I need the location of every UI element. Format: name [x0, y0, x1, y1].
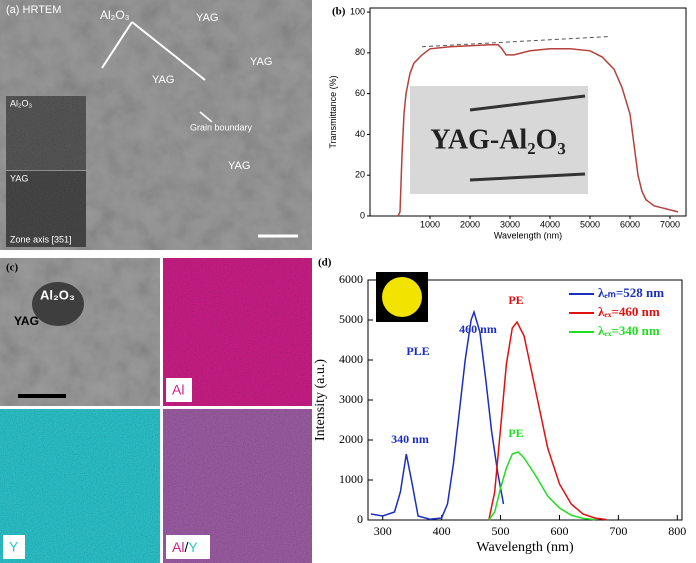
series-line — [421, 36, 611, 48]
y-tick-label: 6000 — [339, 272, 363, 286]
grain — [32, 282, 84, 326]
x-tick-label: 5000 — [580, 219, 600, 229]
inset-label: YAG-Al₂O₃ — [430, 124, 566, 155]
x-tick-label: 1000 — [420, 219, 440, 229]
series-line — [488, 451, 595, 521]
inset-label: Zone axis [351] — [10, 234, 72, 244]
x-tick-label: 2000 — [460, 219, 480, 229]
y-axis-label: Intensity (a.u.) — [313, 359, 328, 441]
series-line — [370, 309, 505, 520]
x-tick-label: 6000 — [620, 219, 640, 229]
legend-label: λₑₓ=340 nm — [598, 323, 660, 338]
arrow — [131, 21, 206, 81]
label-box — [166, 535, 210, 559]
legend-label: λₑₓ=460 nm — [598, 304, 660, 319]
map-label-part: Al — [172, 539, 184, 555]
legend-label: λₑₘ=528 nm — [598, 285, 664, 300]
map-label-part: Y — [188, 539, 198, 555]
x-tick-label: 400 — [433, 524, 451, 538]
fft-inset — [6, 96, 86, 170]
annotation: PE — [508, 426, 523, 440]
annotation: 460 nm — [459, 322, 497, 336]
y-tick-label: 5000 — [339, 312, 363, 326]
y-tick-label: 60 — [355, 88, 365, 98]
y-tick-label: 40 — [355, 129, 365, 139]
y-tick-label: 0 — [357, 512, 363, 526]
phase-label: Al₂O₃ — [40, 287, 75, 302]
y-tick-label: 80 — [355, 47, 365, 57]
x-tick-label: 3000 — [500, 219, 520, 229]
label-box — [3, 535, 25, 559]
y-tick-label: 1000 — [339, 472, 363, 486]
tweezers — [469, 94, 586, 112]
map-label: Y — [9, 539, 19, 555]
y-tick-label: 3000 — [339, 392, 363, 406]
y-tick-label: 4000 — [339, 352, 363, 366]
x-tick-label: 700 — [609, 524, 627, 538]
phase-label: YAG — [228, 160, 250, 172]
phase-label: YAG — [14, 314, 39, 328]
phosphor-disk — [382, 277, 422, 317]
arrow — [199, 111, 213, 123]
series-line — [397, 43, 679, 217]
series-line — [488, 320, 607, 521]
x-tick-label: 800 — [668, 524, 686, 538]
y-map — [0, 409, 160, 563]
annotation: 340 nm — [391, 432, 429, 446]
x-tick-label: 7000 — [660, 219, 680, 229]
y-axis-label: Transmittance (%) — [328, 75, 338, 148]
arrow — [101, 21, 133, 69]
panel-label: (a) HRTEM — [6, 4, 61, 16]
x-axis-label: Wavelength (nm) — [494, 230, 562, 240]
x-tick-label: 500 — [492, 524, 510, 538]
phase-label: YAG — [152, 74, 174, 86]
annotation: PE — [508, 293, 523, 307]
inset-label: YAG — [10, 173, 28, 183]
x-tick-label: 300 — [374, 524, 392, 538]
x-tick-label: 4000 — [540, 219, 560, 229]
inset-label: Al₂O₃ — [10, 98, 32, 108]
y-tick-label: 100 — [350, 6, 365, 16]
annotation: PLE — [406, 344, 429, 358]
y-tick-label: 2000 — [339, 432, 363, 446]
panel-label: (b) — [332, 6, 346, 18]
panel-label: (d) — [318, 257, 332, 269]
tweezers — [469, 172, 586, 182]
map-label: Al — [172, 382, 184, 398]
plot-frame — [369, 7, 687, 217]
map-label: Al/Y — [172, 539, 198, 555]
phase-label: YAG — [196, 12, 218, 24]
phase-label: Al₂O₃ — [100, 8, 130, 22]
y-tick-label: 0 — [360, 210, 365, 220]
tem-image — [0, 258, 160, 406]
panel-label: (c) — [6, 262, 19, 274]
x-tick-label: 600 — [550, 524, 568, 538]
x-axis-label: Wavelength (nm) — [476, 540, 574, 555]
annotation: Grain boundary — [190, 122, 253, 132]
phase-label: YAG — [250, 56, 272, 68]
map-label-part: / — [184, 539, 188, 555]
y-tick-label: 20 — [355, 170, 365, 180]
label-box — [166, 378, 192, 402]
fft-inset — [6, 171, 86, 247]
